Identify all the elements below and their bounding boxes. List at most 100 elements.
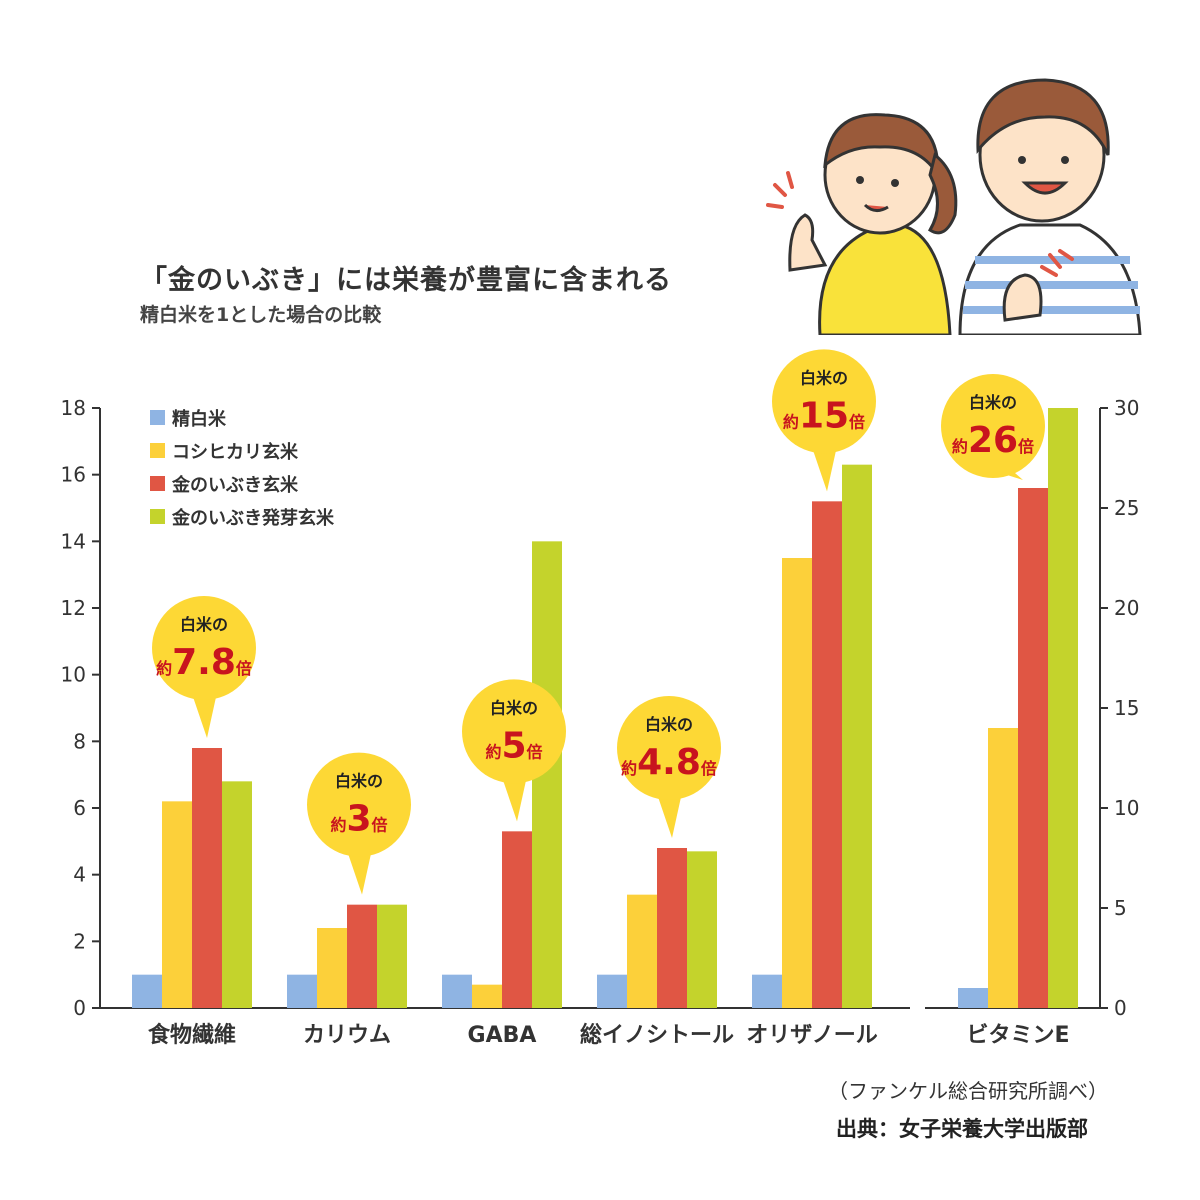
bubble-pointer [190,688,218,738]
bar-オリザノール-精白米 [752,974,782,1008]
bubble-top-text: 白米の [180,615,228,634]
bar-GABA-精白米 [442,974,472,1008]
bubble-value-text: 約7.8倍 [156,642,252,683]
bubble-top-text: 白米の [969,393,1017,412]
left-tick-label: 18 [61,396,86,420]
bubble-top-text: 白米の [490,698,538,717]
bubble-circle [772,349,876,454]
legend-swatch [150,443,165,458]
bubble-value-text: 約3倍 [330,799,387,840]
left-tick-label: 0 [73,996,86,1020]
left-tick-label: 4 [73,863,86,887]
bubble-prefix: 約 [952,437,968,456]
legend-label: 精白米 [172,408,227,430]
bubble-value-text: 約26倍 [952,420,1034,461]
legend-swatch [150,509,165,524]
bubble-circle [617,696,721,800]
bar-ビタミンE-金のいぶき発芽玄米 [1048,408,1078,1008]
bubble-prefix: 約 [485,742,501,761]
right-tick-label: 10 [1114,796,1139,820]
bar-総イノシトール-金のいぶき発芽玄米 [687,851,717,1008]
category-label: ビタミンE [966,1023,1069,1048]
right-y-axis: 0 5 10 15 20 25 30 [925,396,1139,1020]
bar-オリザノール-金のいぶき発芽玄米 [842,464,872,1009]
left-tick-label: 6 [73,796,86,820]
bubble-pointer [500,771,528,822]
right-tick-label: 30 [1114,396,1139,420]
bar-オリザノール-コシヒカリ玄米 [782,558,812,1008]
left-tick-label: 10 [61,663,86,687]
category-label: オリザノール [746,1023,878,1048]
category-labels: 食物繊維 カリウム GABA 総イノシトール オリザノール ビタミンE [148,1022,1070,1048]
bubble-circle [941,374,1045,478]
bar-食物繊維-コシヒカリ玄米 [162,801,192,1008]
bubble-number: 26 [968,420,1018,461]
bubble-prefix: 約 [330,816,346,835]
bubble-circle [152,596,256,700]
children-illustration [766,78,1142,335]
bar-食物繊維-金のいぶき発芽玄米 [222,781,252,1008]
category-label: カリウム [303,1023,391,1048]
bubble-value-text: 約15倍 [783,395,865,436]
bubble-suffix: 倍 [527,742,543,761]
bubble-circle [462,679,566,784]
bars [132,408,1078,1009]
bubble-pointer [655,788,683,838]
right-tick-label: 5 [1114,896,1127,920]
category-label: 食物繊維 [148,1022,236,1048]
legend-label: 金のいぶき発芽玄米 [171,507,335,529]
bar-食物繊維-精白米 [132,974,162,1008]
legend-swatch [150,410,165,425]
girl-figure [766,113,958,335]
chart-subtitle: 精白米を1とした場合の比較 [140,304,382,326]
bar-ビタミンE-精白米 [958,988,988,1008]
bubble-suffix: 倍 [236,659,252,678]
bar-総イノシトール-精白米 [597,974,627,1008]
source-note: （ファンケル総合研究所調べ） [828,1079,1108,1103]
bar-食物繊維-金のいぶき玄米 [192,748,222,1008]
bubble-pointer [810,441,838,492]
bar-総イノシトール-金のいぶき玄米 [657,848,687,1008]
bubble-suffix: 倍 [372,816,388,835]
category-label: GABA [468,1023,537,1048]
legend-label: 金のいぶき玄米 [171,474,299,496]
bar-カリウム-精白米 [287,974,317,1008]
bar-カリウム-コシヒカリ玄米 [317,928,347,1008]
bubble-suffix: 倍 [1018,437,1034,456]
bubble-top-text: 白米の [335,772,383,791]
left-tick-label: 14 [61,529,86,553]
right-tick-label: 0 [1114,996,1127,1020]
bubble-number: 4.8 [637,742,701,783]
bar-ビタミンE-コシヒカリ玄米 [988,728,1018,1008]
legend-swatch [150,476,165,491]
bubble-suffix: 倍 [701,759,717,778]
bar-カリウム-金のいぶき玄米 [347,904,377,1008]
bubble-pointer [345,844,373,895]
bubble-prefix: 約 [783,412,799,431]
bubble-top-text: 白米の [645,715,693,734]
chart-title: 「金のいぶき」には栄養が豊富に含まれる [140,265,672,296]
annotation-bubbles: 白米の約7.8倍白米の約3倍白米の約5倍白米の約4.8倍白米の約15倍白米の約2… [152,349,1045,895]
left-tick-label: 2 [73,929,86,953]
legend-label: コシヒカリ玄米 [172,441,299,463]
category-label: 総イノシトール [580,1022,734,1048]
left-tick-label: 12 [61,596,86,620]
bar-カリウム-金のいぶき発芽玄米 [377,904,407,1008]
right-tick-label: 15 [1114,696,1139,720]
bubble-top-text: 白米の [800,368,848,387]
right-tick-label: 25 [1114,496,1139,520]
bubble-suffix: 倍 [849,412,865,431]
left-tick-label: 16 [61,463,86,487]
bar-ビタミンE-金のいぶき玄米 [1018,488,1048,1008]
bubble-number: 3 [346,799,371,840]
bubble-prefix: 約 [156,659,172,678]
bar-GABA-コシヒカリ玄米 [472,984,502,1008]
bar-GABA-金のいぶき玄米 [502,831,532,1008]
